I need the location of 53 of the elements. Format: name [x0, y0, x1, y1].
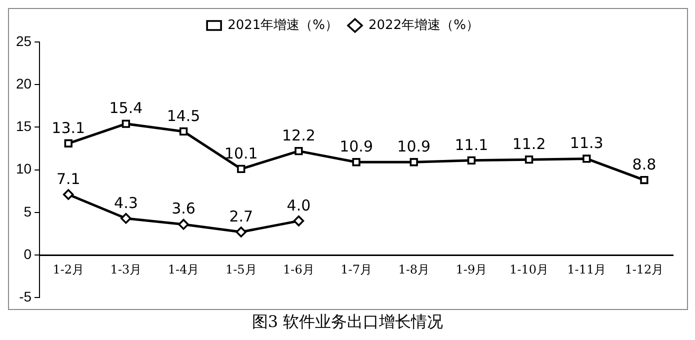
legend-label: 2021年增速（%）	[228, 18, 338, 33]
point	[62, 189, 74, 200]
x-tick-label: 1-4月	[168, 262, 200, 276]
x-tick-label: 1-8月	[398, 262, 430, 276]
x-tick-label: 1-10月	[510, 262, 549, 276]
data-label: 14.5	[166, 106, 200, 125]
point	[294, 146, 303, 156]
data-label: 7.1	[56, 170, 80, 188]
point	[352, 158, 360, 166]
data-label: 11.2	[512, 134, 546, 153]
point	[524, 155, 534, 164]
data-label: 8.8	[632, 155, 656, 174]
point	[640, 176, 648, 184]
x-tick-label: 1-12月	[624, 262, 664, 276]
data-label: 13.1	[52, 118, 86, 137]
y-tick-label: -5	[19, 288, 32, 304]
point	[236, 226, 247, 238]
point	[293, 216, 304, 226]
legend-label: 2022年增速（%）	[368, 18, 479, 33]
point	[120, 212, 132, 224]
data-label: 2.7	[229, 207, 254, 226]
data-label: 10.9	[340, 138, 373, 156]
point	[179, 127, 188, 136]
x-tick-label: 1-5月	[225, 262, 257, 276]
data-label: 12.2	[282, 126, 316, 144]
x-tick-label: 1-3月	[110, 262, 142, 276]
y-tick-label: 15	[16, 118, 32, 134]
x-tick-label: 1-6月	[283, 262, 314, 276]
point	[64, 139, 72, 148]
y-tick-label: 0	[24, 246, 32, 262]
y-tick-label: 5	[24, 203, 32, 220]
y-tick-label: 25	[16, 32, 32, 49]
x-tick-label: 1-11月	[567, 262, 606, 276]
data-label: 15.4	[109, 99, 143, 118]
point	[122, 120, 130, 128]
x-tick-label: 1-2月	[52, 262, 84, 276]
data-label: 10.1	[224, 144, 258, 162]
x-tick-label: 1-9月	[456, 262, 488, 276]
data-label: 3.6	[172, 200, 196, 218]
point	[178, 218, 189, 230]
data-label: 11.3	[570, 134, 604, 152]
data-label: 4.0	[286, 196, 311, 214]
point	[582, 154, 591, 163]
y-tick-label: 20	[16, 75, 32, 92]
point	[467, 156, 476, 165]
point	[410, 158, 418, 166]
text: 图3 软件业务出口增长情况	[250, 312, 444, 333]
data-label: 11.1	[454, 136, 488, 154]
data-label: 4.3	[114, 194, 138, 212]
x-tick-label: 1-7月	[340, 262, 372, 276]
data-label: 10.9	[397, 138, 431, 156]
y-tick-label: 10	[16, 160, 32, 177]
point	[237, 164, 246, 174]
